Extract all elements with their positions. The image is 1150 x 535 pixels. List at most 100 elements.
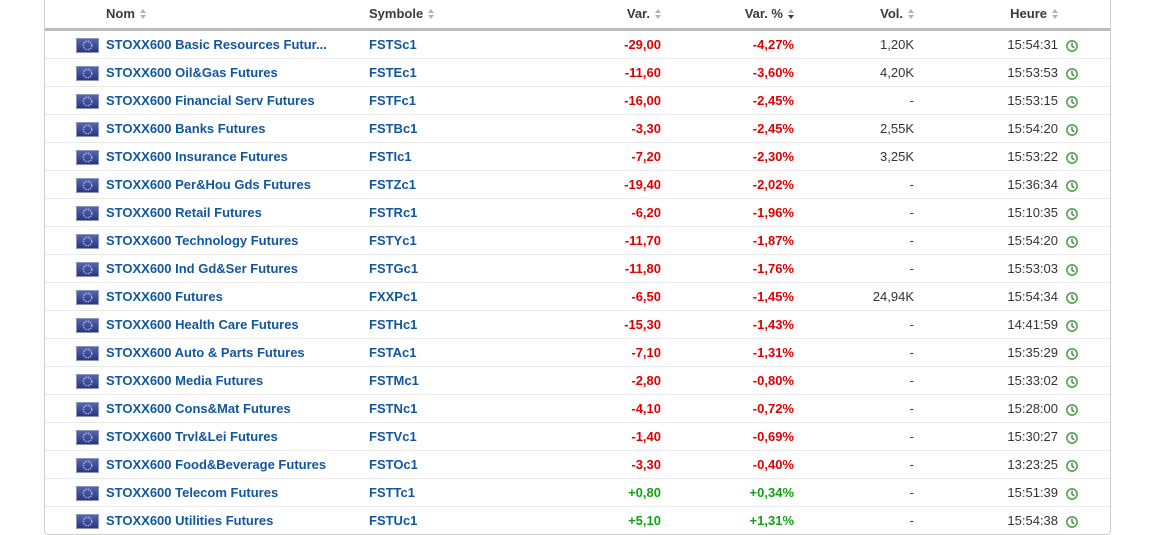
eu-flag-icon: [76, 37, 99, 53]
instrument-name-link[interactable]: STOXX600 Basic Resources Futur...: [106, 37, 327, 53]
table-row: STOXX600 Media Futures FSTMc1 -2,80 -0,8…: [45, 366, 1110, 395]
eu-flag-icon: [76, 149, 99, 165]
time-cell: 15:30:27: [914, 422, 1058, 451]
realtime-clock-icon: [1066, 403, 1078, 416]
instrument-name-link[interactable]: STOXX600 Financial Serv Futures: [106, 93, 315, 109]
clock-cell: [1058, 478, 1110, 507]
time-cell: 15:35:29: [914, 338, 1058, 367]
time-cell: 13:23:25: [914, 450, 1058, 479]
instrument-name-link[interactable]: STOXX600 Utilities Futures: [106, 513, 274, 529]
realtime-clock-icon: [1066, 515, 1078, 528]
change-cell: -11,60: [569, 58, 661, 87]
name-cell: STOXX600 Technology Futures: [45, 226, 369, 255]
change-cell: -1,40: [569, 422, 661, 451]
name-cell: STOXX600 Insurance Futures: [45, 142, 369, 171]
instrument-name-link[interactable]: STOXX600 Media Futures: [106, 373, 264, 389]
table-row: STOXX600 Auto & Parts Futures FSTAc1 -7,…: [45, 338, 1110, 367]
time-cell: 15:54:34: [914, 282, 1058, 311]
realtime-clock-icon: [1066, 151, 1078, 164]
symbol-cell: FSTSc1: [369, 37, 417, 52]
table-row: STOXX600 Banks Futures FSTBc1 -3,30 -2,4…: [45, 114, 1110, 143]
volume-cell: -: [794, 394, 914, 423]
clock-cell: [1058, 422, 1110, 451]
name-cell: STOXX600 Trvl&Lei Futures: [45, 422, 369, 451]
column-header-label: Nom: [106, 6, 135, 21]
clock-cell: [1058, 506, 1110, 534]
instrument-name-link[interactable]: STOXX600 Retail Futures: [106, 205, 262, 221]
instrument-name-link[interactable]: STOXX600 Futures: [106, 289, 223, 305]
symbol-cell: FSTBc1: [369, 114, 569, 143]
column-header-heure[interactable]: Heure: [914, 0, 1058, 31]
instrument-name-link[interactable]: STOXX600 Food&Beverage Futures: [106, 457, 327, 473]
table-row: STOXX600 Cons&Mat Futures FSTNc1 -4,10 -…: [45, 394, 1110, 423]
eu-flag-icon: [76, 65, 99, 81]
instrument-name-link[interactable]: STOXX600 Insurance Futures: [106, 149, 288, 165]
name-cell: STOXX600 Retail Futures: [45, 198, 369, 227]
column-header-var[interactable]: Var.: [569, 0, 661, 31]
instrument-name-link[interactable]: STOXX600 Per&Hou Gds Futures: [106, 177, 311, 193]
name-cell: STOXX600 Utilities Futures: [45, 506, 369, 534]
change-pct-cell: -4,27%: [752, 37, 794, 52]
table-row: STOXX600 Ind Gd&Ser Futures FSTGc1 -11,8…: [45, 254, 1110, 283]
instrument-name-link[interactable]: STOXX600 Cons&Mat Futures: [106, 401, 291, 417]
change-cell: -6,50: [569, 282, 661, 311]
clock-cell: [1058, 338, 1110, 367]
clock-cell: [1058, 170, 1110, 199]
realtime-clock-icon: [1066, 459, 1078, 472]
sort-arrows-icon: [655, 8, 661, 19]
eu-flag-icon: [76, 513, 99, 529]
instrument-name-link[interactable]: STOXX600 Oil&Gas Futures: [106, 65, 278, 81]
change-cell: +0,80: [569, 478, 661, 507]
realtime-clock-icon: [1066, 319, 1078, 332]
column-header-spacer: [1058, 0, 1110, 31]
eu-flag-icon: [76, 261, 99, 277]
futures-table-container: Nom Symbole Var. Var. % Vol. Heure STOXX…: [44, 0, 1111, 535]
volume-cell: -: [794, 170, 914, 199]
column-header-nom[interactable]: Nom: [45, 0, 369, 31]
realtime-clock-icon: [1066, 95, 1078, 108]
volume-cell: 1,20K: [880, 37, 914, 52]
change-pct-cell: -2,45%: [661, 114, 794, 143]
volume-cell: -: [794, 226, 914, 255]
instrument-name-link[interactable]: STOXX600 Technology Futures: [106, 233, 299, 249]
column-header-label: Symbole: [369, 6, 424, 21]
change-pct-cell: -1,43%: [661, 310, 794, 339]
time-cell: 15:54:31: [1007, 37, 1058, 52]
volume-cell: -: [794, 422, 914, 451]
column-header-vol[interactable]: Vol.: [794, 0, 914, 31]
instrument-name-link[interactable]: STOXX600 Ind Gd&Ser Futures: [106, 261, 298, 277]
instrument-name-link[interactable]: STOXX600 Health Care Futures: [106, 317, 299, 333]
clock-cell: [1058, 450, 1110, 479]
volume-cell: -: [794, 506, 914, 534]
column-header-symbole[interactable]: Symbole: [369, 0, 569, 31]
symbol-cell: FSTZc1: [369, 170, 569, 199]
realtime-clock-icon: [1066, 487, 1078, 500]
change-pct-cell: -0,40%: [661, 450, 794, 479]
eu-flag-icon: [76, 373, 99, 389]
time-cell: 15:53:03: [914, 254, 1058, 283]
instrument-name-link[interactable]: STOXX600 Trvl&Lei Futures: [106, 429, 278, 445]
column-header-label: Var.: [626, 6, 650, 21]
table-row: STOXX600 Technology Futures FSTYc1 -11,7…: [45, 226, 1110, 255]
change-pct-cell: -3,60%: [661, 58, 794, 87]
time-cell: 15:53:15: [914, 86, 1058, 115]
clock-cell: [1058, 254, 1110, 283]
change-pct-cell: -2,02%: [661, 170, 794, 199]
clock-cell: [1058, 114, 1110, 143]
symbol-cell: FSTIc1: [369, 142, 569, 171]
change-cell: -11,80: [569, 254, 661, 283]
name-cell: STOXX600 Food&Beverage Futures: [45, 450, 369, 479]
change-cell: +5,10: [569, 506, 661, 534]
change-cell: -15,30: [569, 310, 661, 339]
change-cell: -2,80: [569, 366, 661, 395]
column-header-var-pct[interactable]: Var. %: [661, 0, 794, 31]
instrument-name-link[interactable]: STOXX600 Telecom Futures: [106, 485, 279, 501]
table-row: STOXX600 Trvl&Lei Futures FSTVc1 -1,40 -…: [45, 422, 1110, 451]
name-cell: STOXX600 Per&Hou Gds Futures: [45, 170, 369, 199]
change-cell: -19,40: [569, 170, 661, 199]
clock-cell: [1058, 142, 1110, 171]
instrument-name-link[interactable]: STOXX600 Banks Futures: [106, 121, 266, 137]
name-cell: STOXX600 Cons&Mat Futures: [45, 394, 369, 423]
sort-arrows-icon: [908, 8, 914, 19]
instrument-name-link[interactable]: STOXX600 Auto & Parts Futures: [106, 345, 305, 361]
